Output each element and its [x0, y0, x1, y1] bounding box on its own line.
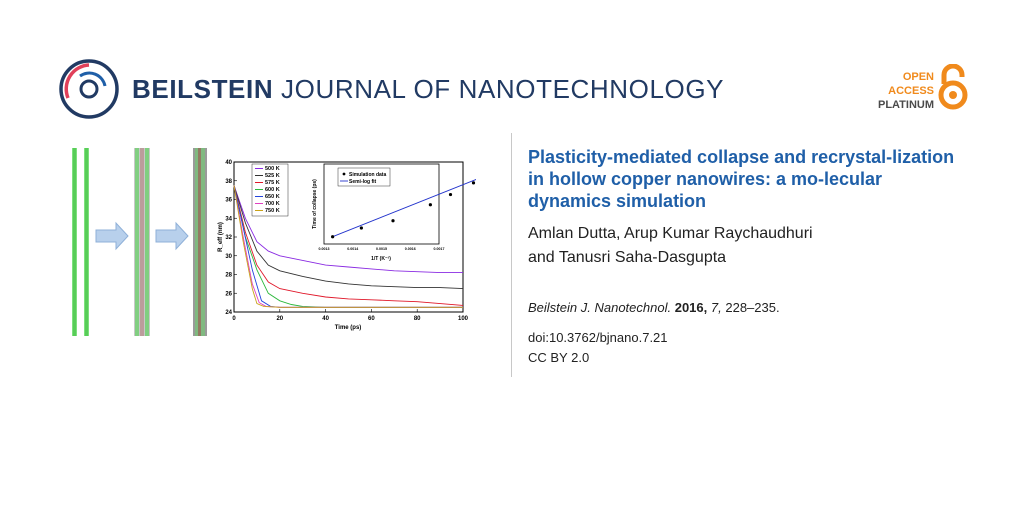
legend-label: 500 K — [265, 166, 280, 172]
article-title[interactable]: Plasticity-mediated collapse and recryst… — [528, 147, 955, 211]
inset-x-tick-label: 0.0015 — [376, 247, 387, 251]
journal-title: BEILSTEIN JOURNAL OF NANOTECHNOLOGY — [132, 74, 724, 105]
main-y-tick-label: 36 — [225, 198, 232, 204]
journal-logo — [59, 59, 119, 119]
main-x-tick-label: 80 — [414, 316, 421, 322]
inset-chart: 0.0013 0.0014 0.0015 0.0016 0.0017 Simulatio… — [312, 163, 476, 262]
main-y-tick-label: 30 — [225, 254, 232, 260]
inset-x-tick-label: 0.0016 — [405, 247, 416, 251]
authors-line2: and Tanusri Saha-Dasgupta — [528, 249, 727, 266]
inset-data-point — [331, 235, 335, 239]
main-y-tick-label: 24 — [225, 310, 232, 316]
main-x-tick-label: 40 — [322, 316, 329, 322]
oa-line3: PLATINUM — [877, 99, 934, 111]
oa-line2: ACCESS — [888, 85, 934, 97]
open-access-badge-text: OPEN ACCESS PLATINUM — [878, 70, 934, 112]
citation: Beilstein J. Nanotechnol. 2016, 7, 228–2… — [528, 300, 780, 315]
inset-x-axis-label: 1/T (K⁻¹) — [371, 256, 391, 262]
inset-legend-box — [337, 167, 391, 187]
series-line-525k — [233, 185, 464, 290]
main-y-tick-label: 28 — [225, 273, 232, 279]
inset-data-point — [428, 203, 432, 207]
citation-year: 2016, — [674, 300, 708, 315]
nanowire-initial-image — [72, 148, 89, 336]
citation-pages: 228–235. — [725, 300, 780, 315]
vertical-divider — [511, 133, 512, 377]
inset-y-axis-label: Time of collapse (ps) — [312, 179, 318, 229]
inset-legend-label: Simulation data — [349, 172, 386, 178]
inset-fit-line — [332, 178, 476, 238]
arrow-right-icon — [95, 221, 129, 251]
inset-data-point — [448, 192, 453, 197]
inset-data-point — [391, 219, 395, 223]
doi[interactable]: doi:10.3762/bjnano.7.21 — [528, 330, 668, 345]
main-y-tick-label: 26 — [225, 291, 232, 297]
main-y-tick-label: 34 — [225, 216, 232, 222]
inset-legend-marker — [342, 172, 346, 176]
legend-label: 700 K — [265, 201, 280, 207]
citation-volume: 7, — [710, 300, 722, 315]
legend-label: 575 K — [265, 180, 280, 186]
series-line-575k — [233, 185, 464, 306]
inset-x-tick-label: 0.0013 — [319, 247, 330, 251]
main-y-axis-label: R_eff (nm) — [218, 222, 224, 252]
open-access-lock-icon — [938, 64, 968, 110]
legend-label: 750 K — [265, 208, 280, 214]
series-line-750k — [233, 185, 463, 308]
main-y-tick-label: 38 — [225, 179, 232, 185]
inset-x-tick-label: 0.0014 — [347, 247, 358, 251]
nanowire-collapsing-image — [134, 148, 150, 336]
citation-journal: Beilstein J. Nanotechnol. — [528, 300, 672, 315]
nanowire-collapsed-image — [193, 148, 207, 336]
series-line-500k — [233, 185, 463, 274]
main-y-tick-label: 40 — [225, 160, 232, 166]
authors-line1: Amlan Dutta, Arup Kumar Raychaudhuri — [528, 225, 813, 242]
arrow-right-icon — [155, 221, 189, 251]
main-x-axis-label: Time (ps) — [335, 325, 362, 331]
journal-title-bold: BEILSTEIN — [132, 74, 274, 104]
journal-title-light: JOURNAL OF NANOTECHNOLOGY — [281, 74, 725, 104]
main-y-tick-label: 32 — [225, 235, 232, 241]
inset-data-point — [471, 181, 476, 185]
main-x-tick-label: 20 — [276, 316, 283, 322]
main-x-tick-label: 100 — [458, 316, 469, 322]
oa-line1: OPEN — [902, 71, 934, 83]
license[interactable]: CC BY 2.0 — [528, 350, 590, 365]
legend-label: 600 K — [265, 187, 280, 193]
inset-legend-label: Semi-log fit — [349, 179, 377, 185]
graphical-abstract: 24 26 28 30 32 34 36 38 40 0 20 40 60 80 100 Time (ps… — [72, 148, 476, 336]
inset-data-point — [359, 226, 363, 230]
inset-x-tick-label: 0.0017 — [434, 247, 445, 251]
authors: Amlan Dutta, Arup Kumar Raychaudhuri and… — [528, 222, 968, 270]
legend-label: 650 K — [265, 194, 280, 200]
main-x-tick-label: 60 — [368, 316, 375, 322]
main-x-tick-label: 0 — [232, 316, 236, 322]
legend-label: 525 K — [265, 173, 280, 179]
